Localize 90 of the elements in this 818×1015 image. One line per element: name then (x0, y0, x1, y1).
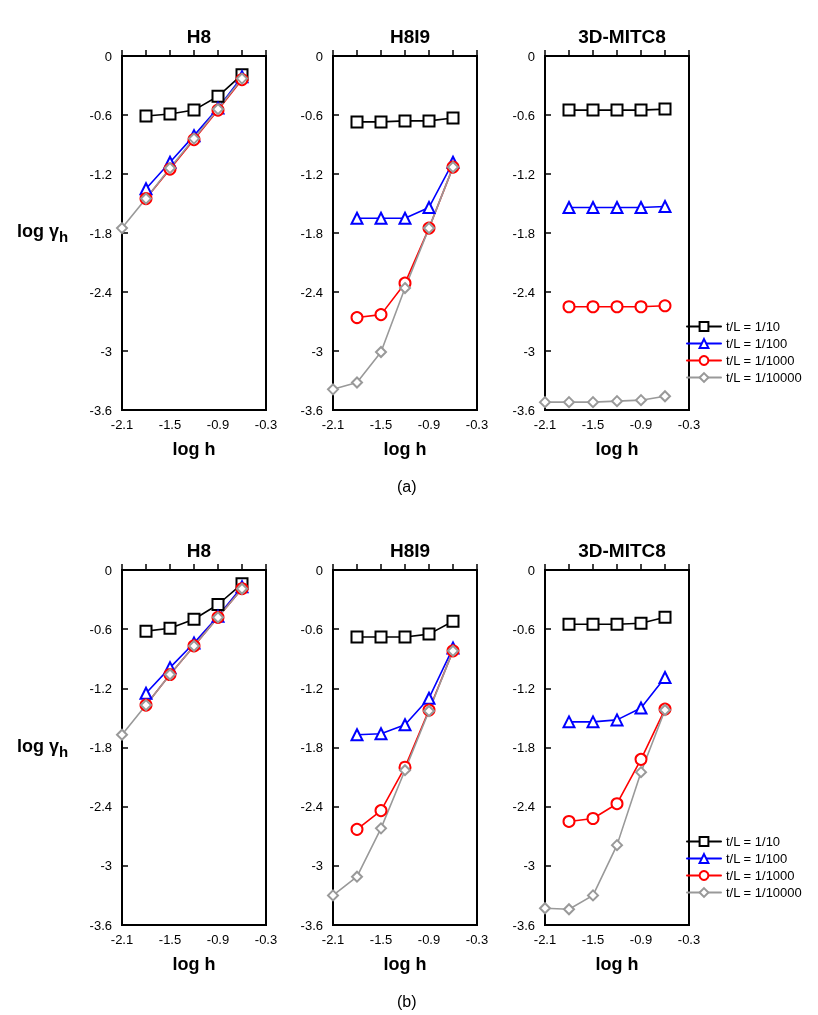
y-tick-label: -2.4 (300, 799, 323, 815)
y-tick-label: -3.6 (89, 917, 112, 933)
x-tick-label: -1.5 (581, 417, 605, 432)
x-axis-title: log h (595, 954, 639, 974)
x-axis-title: log h (383, 439, 427, 459)
y-tick-label: -0.6 (300, 107, 323, 123)
x-tick-label: -0.3 (677, 417, 701, 432)
y-tick-label: -3.6 (512, 402, 535, 418)
y-tick-label: -3 (100, 858, 112, 874)
y-tick-label: -1.2 (512, 680, 535, 696)
legend-label: t/L = 1/1000 (726, 353, 795, 368)
y-tick-label: 0 (104, 48, 112, 64)
chart-title: 3D-MITC8 (578, 26, 666, 47)
x-tick-label: -0.9 (206, 932, 230, 947)
x-tick-label: -0.3 (465, 932, 489, 947)
x-axis-title: log h (172, 439, 216, 459)
text: (b) (397, 992, 417, 1010)
x-axis-title: log h (595, 439, 639, 459)
legend-label: t/L = 1/10000 (726, 370, 802, 385)
y-tick-label: 0 (104, 562, 112, 578)
y-axis-title: log γ$_{h}$ (17, 735, 69, 760)
y-tick-label: 0 (315, 562, 323, 578)
x-tick-label: -1.5 (369, 932, 393, 947)
y-tick-label: -3.6 (512, 917, 535, 933)
y-tick-label: -0.6 (89, 107, 112, 123)
y-tick-label: -1.8 (89, 740, 112, 755)
x-tick-label: -0.9 (629, 932, 653, 947)
chart-title: 3D-MITC8 (578, 540, 666, 561)
x-tick-label: -1.5 (158, 932, 182, 947)
x-tick-label: -2.1 (533, 932, 557, 947)
y-tick-label: 0 (527, 48, 535, 64)
x-axis-title: log h (383, 954, 427, 974)
legend-label: t/L = 1/100 (726, 336, 788, 351)
y-tick-label: -2.4 (512, 799, 535, 815)
y-tick-label: -3.6 (89, 402, 112, 418)
x-tick-label: -0.9 (629, 417, 653, 432)
x-tick-label: -2.1 (321, 932, 345, 947)
chart-title: H8 (186, 26, 212, 47)
y-tick-label: -1.2 (300, 166, 323, 182)
x-tick-label: -0.9 (206, 417, 230, 432)
chart-title: H8I9 (389, 26, 431, 47)
chart-title: H8 (186, 540, 212, 561)
x-tick-label: -2.1 (110, 932, 134, 947)
y-tick-label: -0.6 (89, 621, 112, 637)
y-tick-label: -3.6 (300, 917, 323, 933)
y-axis-title: log γ$_{h}$ (17, 221, 69, 245)
x-tick-label: -2.1 (321, 417, 345, 432)
y-tick-label: -2.4 (300, 284, 323, 300)
legend-label: t/L = 1/10 (726, 319, 781, 334)
y-tick-label: -3 (523, 343, 535, 359)
y-tick-label: -1.2 (89, 166, 112, 182)
x-tick-label: -0.3 (254, 417, 278, 432)
y-tick-label: -1.2 (89, 680, 112, 696)
y-tick-label: -0.6 (300, 621, 323, 637)
y-tick-label: -2.4 (89, 284, 112, 300)
x-tick-label: -0.3 (254, 932, 278, 947)
y-tick-label: -1.2 (512, 166, 535, 182)
x-tick-label: -1.5 (158, 417, 182, 432)
y-tick-label: -3 (523, 858, 535, 874)
y-tick-label: -1.8 (512, 225, 535, 241)
y-tick-label: -3 (311, 858, 323, 874)
chart-title: H8I9 (389, 540, 431, 561)
y-tick-label: -0.6 (512, 621, 535, 637)
y-tick-label: -3 (100, 343, 112, 359)
x-tick-label: -2.1 (110, 417, 134, 432)
x-tick-label: -0.3 (677, 932, 701, 947)
y-tick-label: -1.8 (300, 740, 323, 755)
y-tick-label: -1.2 (300, 680, 323, 696)
x-tick-label: -0.9 (417, 932, 441, 947)
legend-label: t/L = 1/100 (726, 851, 788, 866)
y-tick-label: -1.8 (89, 225, 112, 241)
x-tick-label: -1.5 (581, 932, 605, 947)
x-tick-label: -1.5 (369, 417, 393, 432)
legend-label: t/L = 1/10000 (726, 885, 802, 900)
x-tick-label: -0.3 (465, 417, 489, 432)
y-tick-label: -1.8 (512, 740, 535, 755)
y-tick-label: -2.4 (512, 284, 535, 300)
x-tick-label: -2.1 (533, 417, 557, 432)
legend-label: t/L = 1/1000 (726, 868, 795, 883)
y-tick-label: -3 (311, 343, 323, 359)
y-tick-label: 0 (527, 562, 535, 578)
legend-label: t/L = 1/10 (726, 834, 781, 849)
y-tick-label: 0 (315, 48, 323, 64)
x-axis-title: log h (172, 954, 216, 974)
y-tick-label: -1.8 (300, 225, 323, 241)
y-tick-label: -3.6 (300, 402, 323, 418)
y-tick-label: -2.4 (89, 799, 112, 815)
text: (a) (397, 477, 417, 495)
y-tick-label: -0.6 (512, 107, 535, 123)
x-tick-label: -0.9 (417, 417, 441, 432)
